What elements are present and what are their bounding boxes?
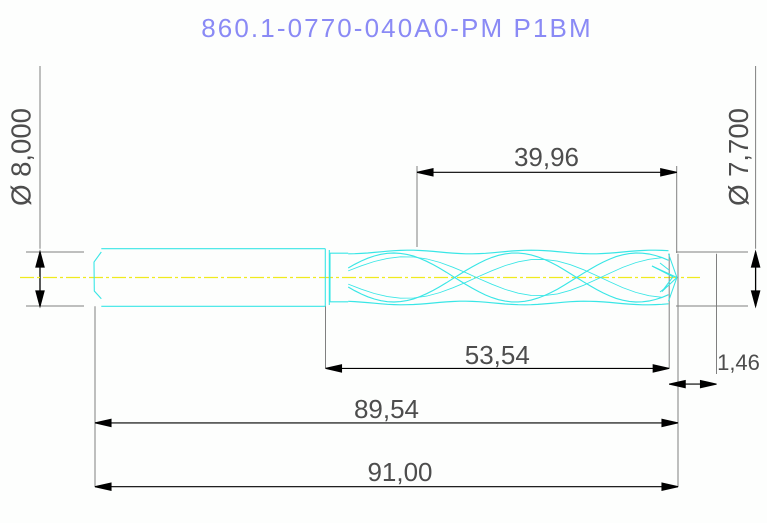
- svg-text:1,46: 1,46: [717, 350, 760, 375]
- svg-text:860.1-0770-040A0-PM P1BM: 860.1-0770-040A0-PM P1BM: [201, 13, 593, 43]
- svg-text:89,54: 89,54: [354, 394, 419, 424]
- svg-text:Ø 8,000: Ø 8,000: [6, 108, 37, 206]
- svg-text:39,96: 39,96: [514, 142, 579, 172]
- svg-text:91,00: 91,00: [367, 457, 432, 487]
- svg-text:53,54: 53,54: [465, 340, 530, 370]
- svg-text:Ø 7,700: Ø 7,700: [723, 108, 754, 206]
